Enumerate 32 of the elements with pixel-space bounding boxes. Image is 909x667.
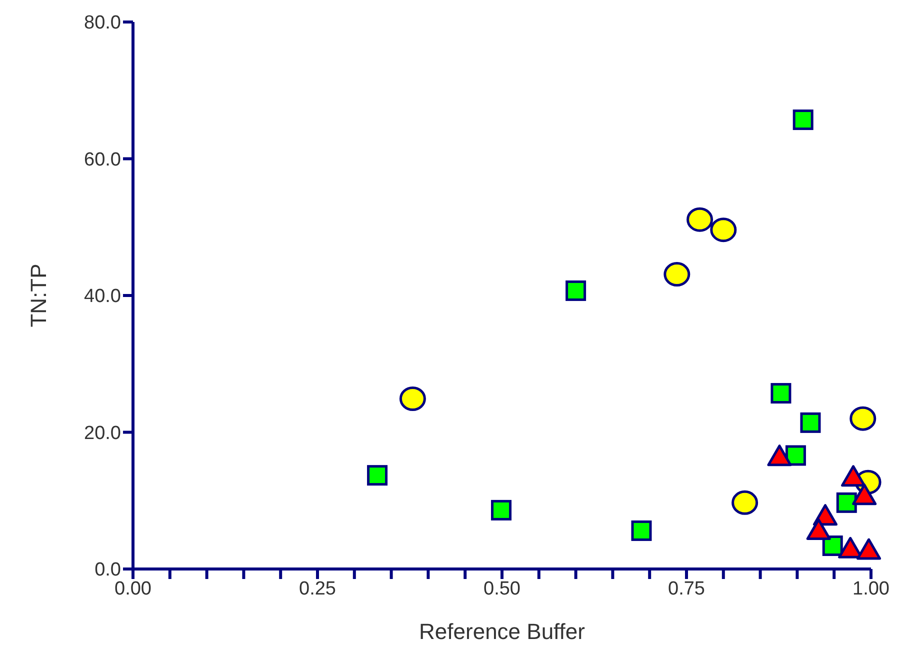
point [841,465,866,487]
y-tick-label: 0.0 [94,560,121,581]
y-tick-label: 60.0 [84,149,121,170]
point [792,110,814,130]
x-tick-label: 0.25 [299,578,336,600]
point [770,383,792,404]
point [852,484,877,506]
point [856,538,882,560]
x-tick-label: 0.00 [114,578,152,600]
point [836,492,857,513]
point [664,262,690,287]
point [767,444,792,466]
x-axis-title: Reference Buffer [419,619,585,644]
x-tick-label: 0.50 [484,578,520,600]
y-tick-label: 80.0 [84,12,121,34]
x-tick-label: 1.00 [852,578,890,600]
point [850,406,876,431]
point [710,218,737,242]
point [399,386,426,411]
point [631,520,652,541]
point [491,500,512,520]
point [367,465,388,486]
y-axis-title: TN:TP [26,264,51,328]
point [800,412,821,433]
point [566,280,586,301]
point [732,490,758,515]
x-tick-label: 0.75 [668,578,705,600]
y-tick-label: 40.0 [84,286,121,308]
point [806,518,831,540]
point [686,207,714,232]
y-tick-label: 20.0 [84,422,121,444]
point [785,445,806,466]
